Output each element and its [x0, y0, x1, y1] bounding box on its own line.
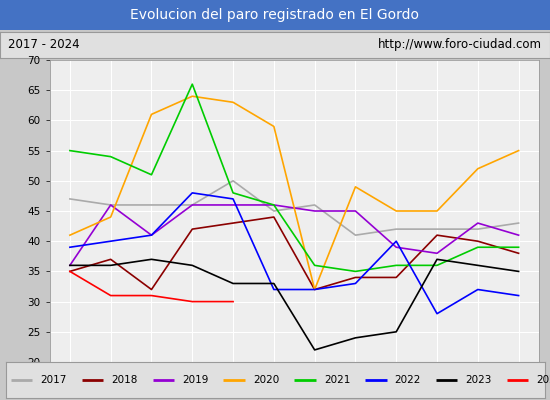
Text: http://www.foro-ciudad.com: http://www.foro-ciudad.com — [378, 38, 542, 52]
Text: 2023: 2023 — [465, 375, 492, 385]
Text: 2022: 2022 — [395, 375, 421, 385]
Text: 2021: 2021 — [324, 375, 350, 385]
Text: 2020: 2020 — [253, 375, 279, 385]
Text: Evolucion del paro registrado en El Gordo: Evolucion del paro registrado en El Gord… — [130, 8, 420, 22]
Text: 2017 - 2024: 2017 - 2024 — [8, 38, 80, 52]
Text: 2017: 2017 — [41, 375, 67, 385]
Text: 2024: 2024 — [536, 375, 550, 385]
Text: 2019: 2019 — [182, 375, 208, 385]
Text: 2018: 2018 — [111, 375, 138, 385]
